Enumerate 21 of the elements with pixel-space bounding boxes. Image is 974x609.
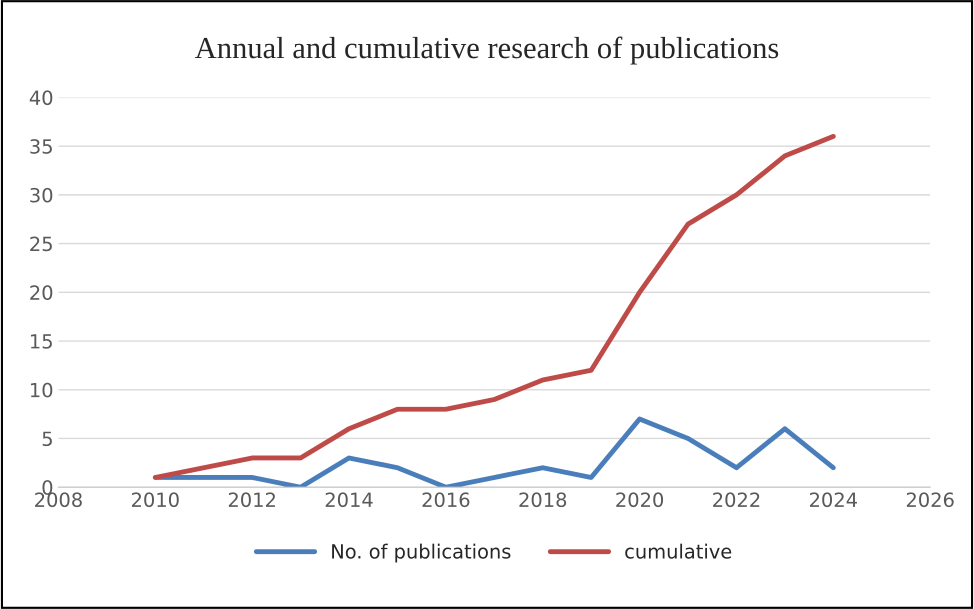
x-tick-label: 2012 xyxy=(228,492,275,508)
x-tick-label: 2016 xyxy=(422,492,470,508)
y-tick-label: 40 xyxy=(30,90,52,106)
line-series xyxy=(152,134,836,480)
legend-label: No. of publications xyxy=(332,544,510,562)
y-tick-label: 20 xyxy=(30,285,52,300)
x-tick-label: 2022 xyxy=(713,492,760,508)
x-tick-label: 2024 xyxy=(810,492,857,508)
x-tick-label: 2014 xyxy=(326,492,373,508)
x-tick-label: 2026 xyxy=(906,492,954,508)
chart-title: Annual and cumulative research of publications xyxy=(194,36,778,65)
y-tick-label: 30 xyxy=(30,188,52,203)
y-tick-label: 5 xyxy=(42,432,52,446)
legend-label: cumulative xyxy=(625,544,732,559)
y-tick-label: 15 xyxy=(30,334,52,349)
x-tick-label: 2010 xyxy=(132,492,179,508)
y-tick-label: 10 xyxy=(30,382,52,398)
y-tick-label: 35 xyxy=(30,139,52,154)
y-tick-label: 25 xyxy=(30,236,52,252)
x-tick-label: 2020 xyxy=(616,492,664,508)
x-tick-label: 2018 xyxy=(519,492,566,508)
